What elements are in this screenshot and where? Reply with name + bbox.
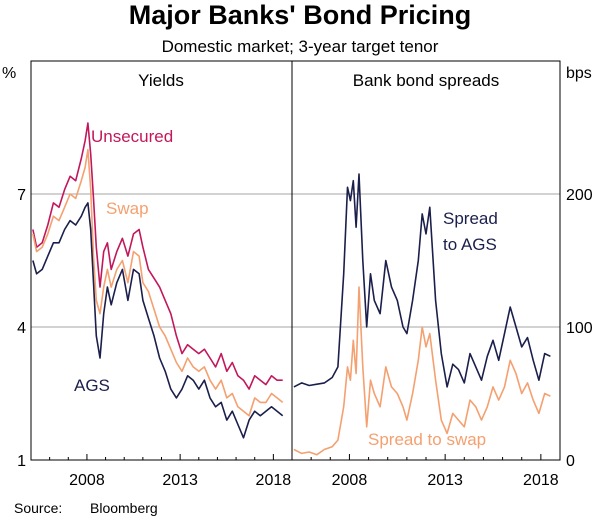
right-panel-series [293,173,551,456]
x-tick-label: 2008 [332,472,368,489]
x-tick-label: 2018 [523,472,559,489]
series-label-spread-ags-line1: Spread [443,209,498,228]
right-y-tick-label: 100 [566,320,593,337]
x-axis-ticks: 2008 2013 2018 2008 2013 2018 [30,454,561,489]
right-y-tick-label: 0 [566,453,575,470]
series-label-spread-swap: Spread to swap [368,430,486,449]
left-axis-unit: % [2,65,16,82]
x-tick-label: 2013 [162,472,198,489]
left-panel-series [32,122,284,439]
x-tick-label: 2018 [256,472,292,489]
left-panel-title: Yields [138,71,184,90]
series-line-unsecured [32,122,283,390]
source-label: Source: [14,500,62,516]
series-label-unsecured: Unsecured [91,127,173,146]
series-line-spread-to-swap [293,286,551,456]
series-label-ags: AGS [74,376,110,395]
left-y-tick-label: 7 [17,187,26,204]
right-y-tick-label: 200 [566,187,593,204]
x-tick-label: 2008 [69,472,105,489]
series-label-swap: Swap [106,199,149,218]
series-label-spread-ags-line2: to AGS [443,235,497,254]
series-line-ags [32,202,284,439]
x-tick-label: 2013 [427,472,463,489]
chart-subtitle: Domestic market; 3-year target tenor [162,37,439,56]
chart-title: Major Banks' Bond Pricing [129,0,471,30]
left-y-tick-label: 4 [17,320,26,337]
right-panel-title: Bank bond spreads [353,71,500,90]
left-y-tick-label: 1 [17,453,26,470]
right-axis-unit: bps [566,65,592,82]
source-value: Bloomberg [90,500,158,516]
series-line-swap [32,148,284,417]
plot-frame [30,60,561,461]
series-line-spread-to-ags [293,173,551,388]
